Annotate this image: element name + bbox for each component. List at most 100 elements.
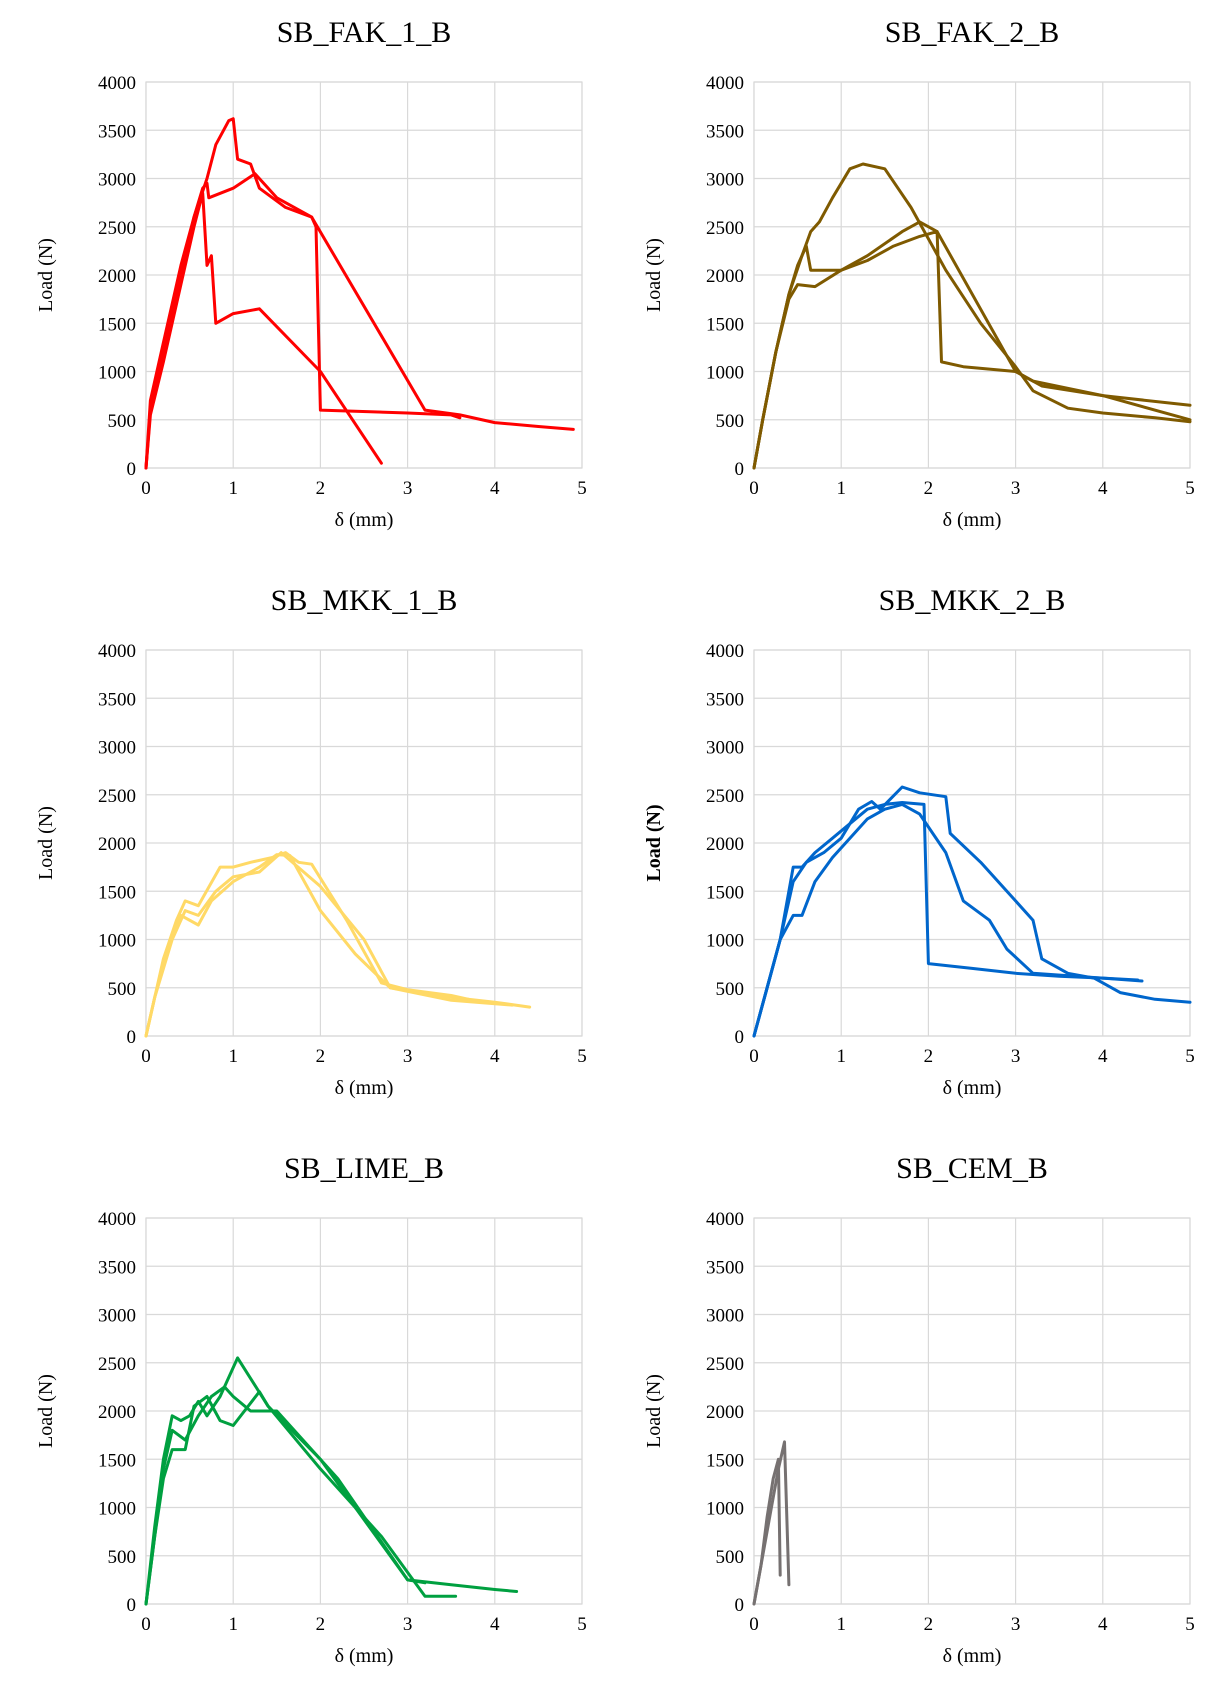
x-tick-label: 5 bbox=[1185, 478, 1195, 499]
y-tick-label: 2500 bbox=[706, 786, 744, 807]
x-tick-label: 5 bbox=[1185, 1614, 1195, 1635]
x-tick-label: 5 bbox=[577, 478, 587, 499]
y-tick-label: 3000 bbox=[706, 170, 744, 191]
chart-panel-sb-mkk-1-b: SB_MKK_1_B 0 500 1000 1500 2000 2500 3000 3500 40… bbox=[0, 568, 607, 1135]
x-tick-label: 1 bbox=[228, 1614, 238, 1635]
y-tick-label: 0 bbox=[735, 1595, 745, 1616]
chart-panel-sb-mkk-2-b: SB_MKK_2_B 0 500 1000 1500 2000 2500 3000 3500 40… bbox=[608, 568, 1215, 1135]
x-tick-label: 0 bbox=[749, 1046, 759, 1067]
y-tick-label: 4000 bbox=[98, 73, 136, 94]
plot-area bbox=[145, 649, 583, 1037]
y-tick-label: 2000 bbox=[706, 834, 744, 855]
y-tick-label: 1000 bbox=[706, 1499, 744, 1520]
x-tick-label: 1 bbox=[836, 1614, 846, 1635]
y-tick-label: 0 bbox=[127, 1027, 137, 1048]
chart-svg: SB_LIME_B 0 500 1000 1500 2000 2500 3000 3500 400… bbox=[35, 1152, 587, 1667]
y-tick-label: 500 bbox=[716, 411, 745, 432]
x-tick-label: 5 bbox=[1185, 1046, 1195, 1067]
y-axis-label: Load (N) bbox=[35, 238, 57, 312]
chart-svg: SB_FAK_1_B050010001500200025003000350040… bbox=[35, 16, 587, 531]
y-tick-label: 2000 bbox=[98, 266, 136, 287]
x-tick-label: 3 bbox=[403, 1614, 413, 1635]
plot-area bbox=[145, 1217, 583, 1605]
y-tick-label: 1500 bbox=[98, 882, 136, 903]
x-tick-label: 3 bbox=[1011, 1614, 1021, 1635]
x-tick-label: 4 bbox=[1098, 1614, 1108, 1635]
x-tick-label: 0 bbox=[141, 478, 151, 499]
chart-title: SB_FAK_2_B bbox=[885, 16, 1060, 49]
series-line bbox=[144, 191, 383, 470]
plot-area bbox=[753, 649, 1191, 1037]
y-axis-label: Load (N) bbox=[35, 1374, 57, 1448]
series-line bbox=[144, 172, 575, 470]
y-tick-label: 1000 bbox=[98, 363, 136, 384]
x-axis-label: δ (mm) bbox=[335, 509, 394, 531]
plot-area bbox=[145, 81, 583, 469]
y-tick-label: 3000 bbox=[98, 170, 136, 191]
y-tick-label: 3000 bbox=[98, 738, 136, 759]
x-tick-label: 3 bbox=[403, 1046, 413, 1067]
y-tick-label: 0 bbox=[127, 1595, 137, 1616]
series-line bbox=[752, 162, 1192, 470]
chart-svg: SB_CEM_B 0 500 1000 1500 2000 2500 3000 3500 4000… bbox=[643, 1152, 1195, 1667]
x-tick-label: 2 bbox=[316, 1614, 326, 1635]
chart-svg: SB_MKK_2_B050010001500200025003000350040… bbox=[643, 584, 1195, 1099]
series-line bbox=[752, 802, 1144, 1038]
x-tick-label: 0 bbox=[141, 1614, 151, 1635]
y-tick-label: 1000 bbox=[706, 363, 744, 384]
y-tick-label: 4000 bbox=[706, 73, 744, 94]
x-tick-label: 0 bbox=[141, 1046, 151, 1067]
y-tick-label: 2500 bbox=[98, 1354, 136, 1375]
y-tick-label: 3500 bbox=[706, 689, 744, 710]
x-axis-label: δ (mm) bbox=[943, 1645, 1002, 1667]
y-tick-label: 1500 bbox=[706, 314, 744, 335]
y-tick-label: 3000 bbox=[706, 738, 744, 759]
y-tick-label: 2000 bbox=[98, 834, 136, 855]
chart-panel-sb-cem-b: SB_CEM_B 0 500 1000 1500 2000 2500 3000 3500 4000… bbox=[608, 1136, 1215, 1703]
y-tick-label: 500 bbox=[716, 979, 745, 1000]
x-tick-label: 5 bbox=[577, 1046, 587, 1067]
y-tick-label: 4000 bbox=[98, 1209, 136, 1230]
x-tick-label: 4 bbox=[1098, 1046, 1108, 1067]
series-line bbox=[752, 1440, 791, 1606]
y-tick-label: 0 bbox=[127, 459, 137, 480]
x-axis-label: δ (mm) bbox=[943, 1077, 1002, 1099]
chart-title: SB_MKK_1_B bbox=[271, 584, 458, 617]
x-tick-label: 4 bbox=[490, 1046, 500, 1067]
plot-area bbox=[753, 81, 1191, 469]
chart-title: SB_MKK_2_B bbox=[879, 584, 1066, 617]
x-tick-label: 4 bbox=[1098, 478, 1108, 499]
x-tick-label: 2 bbox=[316, 478, 326, 499]
x-tick-label: 3 bbox=[1011, 478, 1021, 499]
y-tick-label: 3500 bbox=[98, 121, 136, 142]
y-tick-label: 2000 bbox=[706, 1402, 744, 1423]
y-axis-label: Load (N) bbox=[643, 1374, 665, 1448]
x-tick-label: 0 bbox=[749, 478, 759, 499]
series-line bbox=[144, 117, 462, 470]
x-tick-label: 2 bbox=[924, 478, 934, 499]
x-tick-label: 2 bbox=[924, 1614, 934, 1635]
x-tick-label: 4 bbox=[490, 478, 500, 499]
series-line bbox=[144, 1385, 427, 1606]
y-tick-label: 3500 bbox=[706, 1257, 744, 1278]
y-tick-label: 500 bbox=[716, 1547, 745, 1568]
y-tick-label: 2500 bbox=[706, 218, 744, 239]
y-tick-label: 0 bbox=[735, 1027, 745, 1048]
x-tick-label: 5 bbox=[577, 1614, 587, 1635]
series-line bbox=[752, 230, 1192, 470]
x-tick-label: 1 bbox=[836, 478, 846, 499]
x-axis-label: δ (mm) bbox=[943, 509, 1002, 531]
y-tick-label: 2500 bbox=[98, 786, 136, 807]
y-tick-label: 3000 bbox=[706, 1306, 744, 1327]
y-axis-label: Load (N) bbox=[35, 806, 57, 880]
x-tick-label: 3 bbox=[403, 478, 413, 499]
chart-title: SB_CEM_B bbox=[896, 1152, 1048, 1185]
x-tick-label: 1 bbox=[228, 478, 238, 499]
series-line bbox=[144, 851, 514, 1038]
y-tick-label: 500 bbox=[108, 979, 137, 1000]
series-line bbox=[144, 851, 471, 1038]
y-tick-label: 1500 bbox=[98, 1450, 136, 1471]
y-tick-label: 1500 bbox=[706, 882, 744, 903]
chart-svg: SB_FAK_2_B050010001500200025003000350040… bbox=[643, 16, 1195, 531]
y-tick-label: 3500 bbox=[706, 121, 744, 142]
